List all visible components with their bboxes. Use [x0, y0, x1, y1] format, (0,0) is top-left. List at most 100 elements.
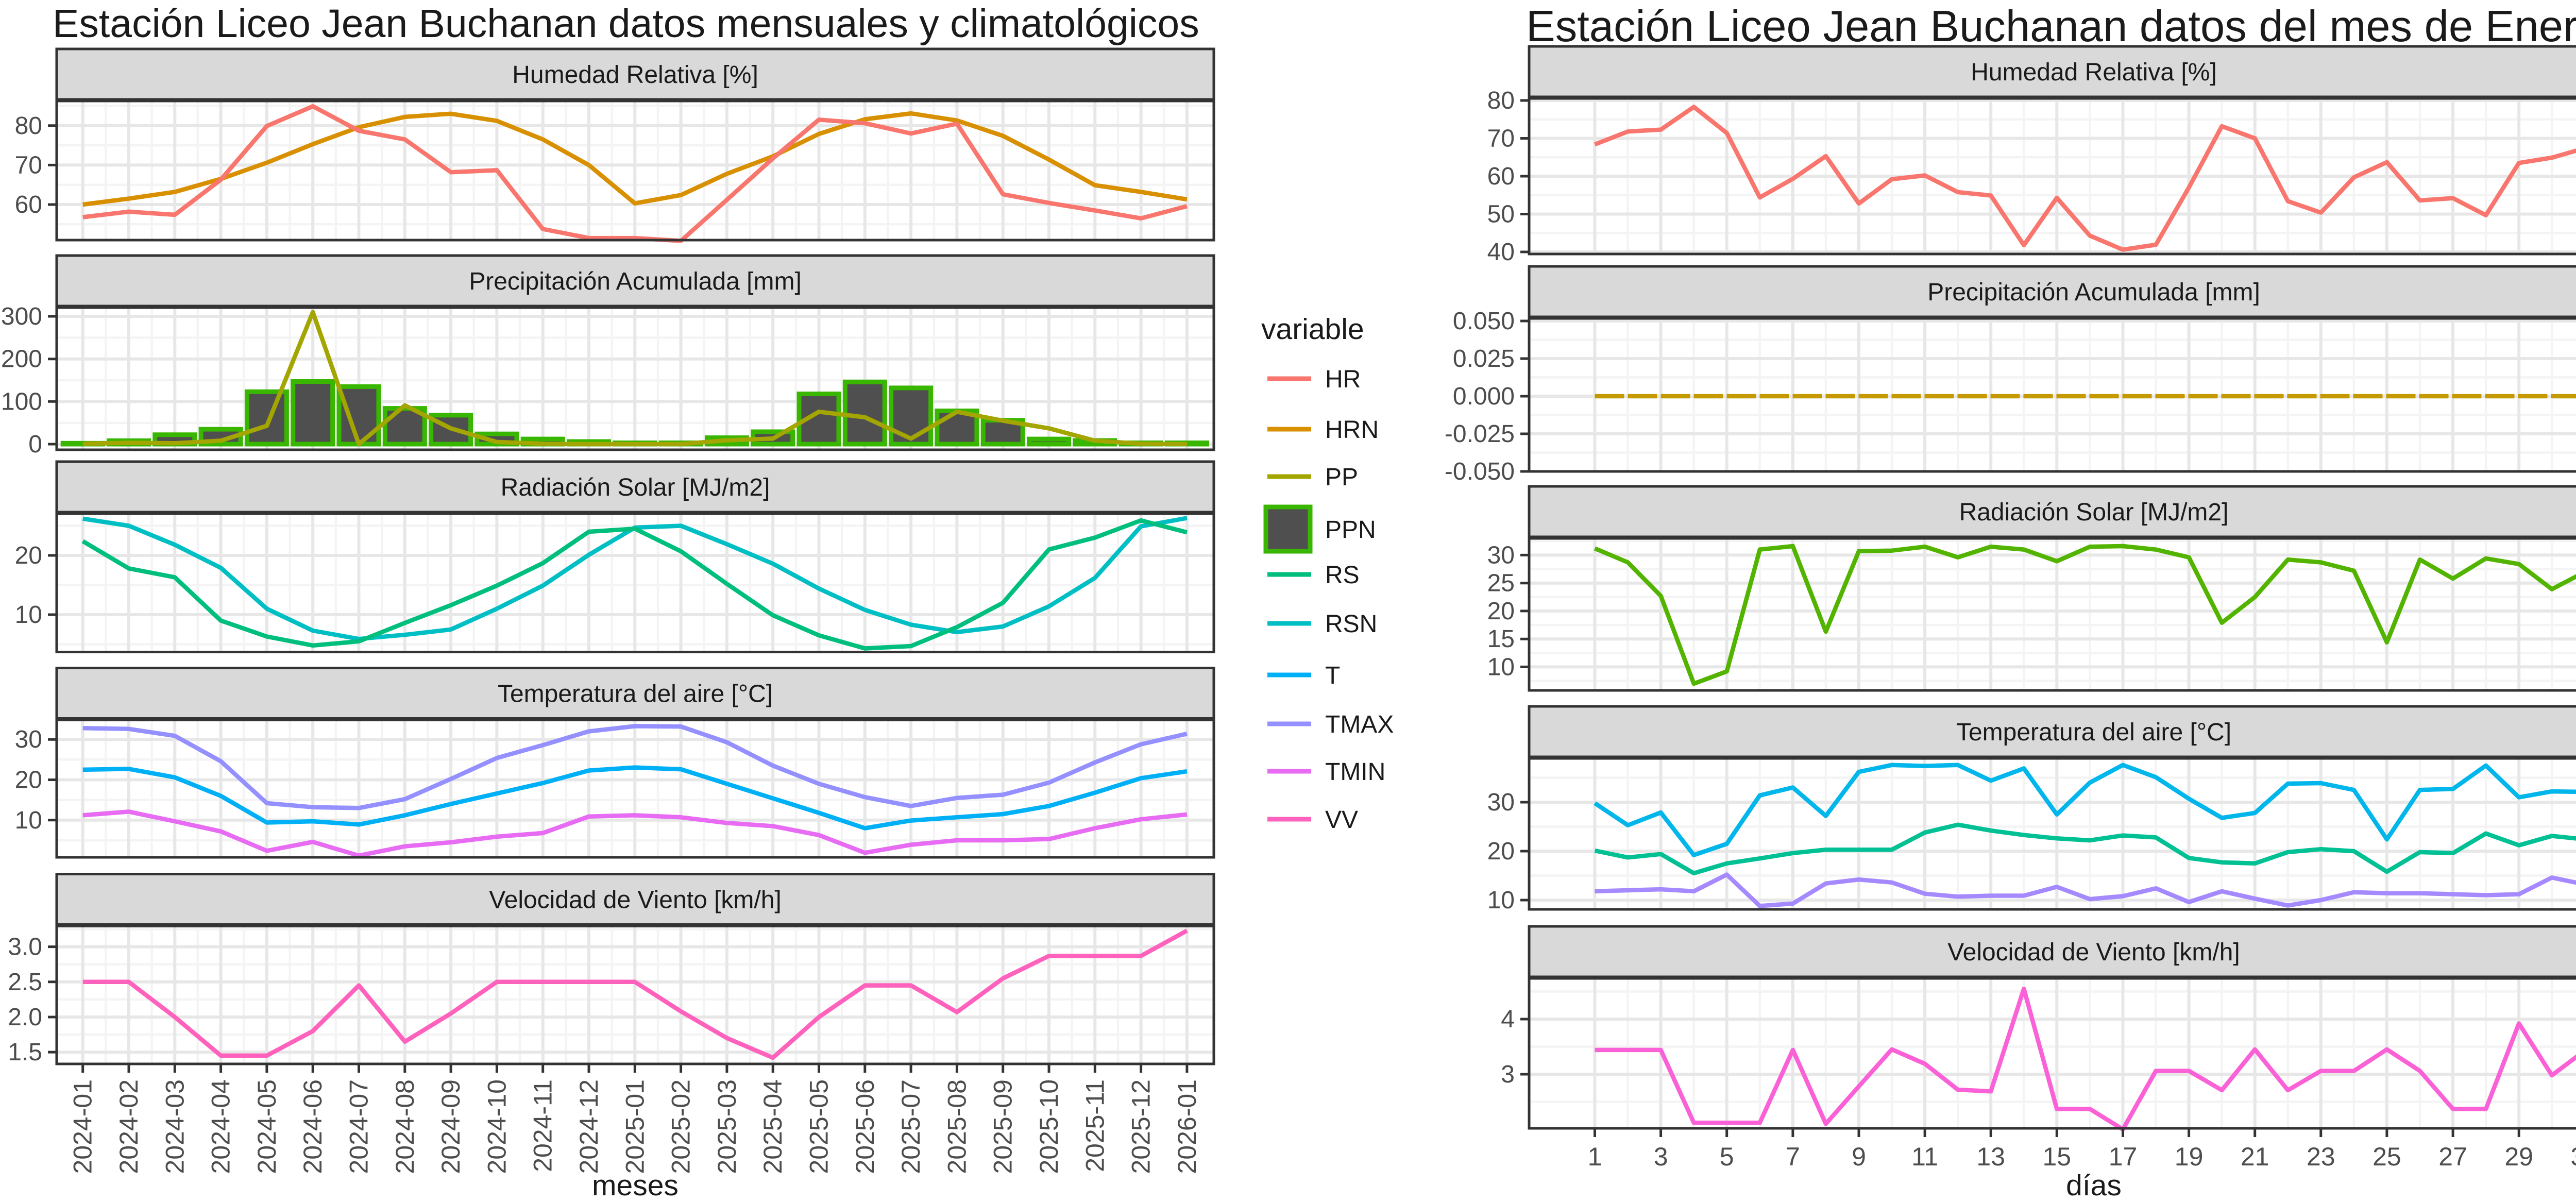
- svg-text:2024-01: 2024-01: [69, 1079, 97, 1174]
- svg-text:2024-04: 2024-04: [207, 1079, 235, 1174]
- svg-text:50: 50: [1487, 201, 1515, 228]
- svg-text:2024-06: 2024-06: [298, 1079, 327, 1174]
- svg-text:21: 21: [2241, 1142, 2269, 1171]
- svg-text:variable: variable: [1261, 313, 1364, 346]
- svg-text:0.000: 0.000: [1453, 383, 1515, 410]
- svg-text:11: 11: [1911, 1142, 1938, 1171]
- svg-text:30: 30: [1487, 789, 1515, 816]
- svg-text:Precipitación Acumulada [mm]: Precipitación Acumulada [mm]: [469, 268, 802, 295]
- svg-text:2025-05: 2025-05: [805, 1079, 834, 1174]
- svg-text:2025-03: 2025-03: [713, 1079, 741, 1174]
- svg-text:-0.050: -0.050: [1445, 458, 1515, 485]
- svg-text:Velocidad de Viento [km/h]: Velocidad de Viento [km/h]: [1947, 939, 2240, 966]
- svg-text:5: 5: [1720, 1142, 1734, 1171]
- svg-text:7: 7: [1786, 1142, 1800, 1171]
- svg-text:10: 10: [15, 601, 42, 629]
- svg-text:3.0: 3.0: [8, 934, 42, 961]
- svg-text:HR: HR: [1325, 366, 1361, 393]
- svg-text:Velocidad de Viento [km/h]: Velocidad de Viento [km/h]: [489, 887, 782, 914]
- svg-text:31: 31: [2570, 1142, 2576, 1171]
- svg-text:0.050: 0.050: [1453, 308, 1515, 335]
- svg-text:2024-08: 2024-08: [391, 1079, 419, 1174]
- svg-text:2024-10: 2024-10: [482, 1079, 511, 1174]
- svg-text:Temperatura del aire [°C]: Temperatura del aire [°C]: [498, 681, 773, 708]
- svg-text:20: 20: [15, 767, 42, 794]
- svg-text:15: 15: [2042, 1142, 2071, 1171]
- svg-text:20: 20: [1487, 838, 1515, 865]
- svg-text:27: 27: [2438, 1142, 2467, 1171]
- svg-text:HRN: HRN: [1325, 416, 1379, 444]
- svg-text:19: 19: [2175, 1142, 2204, 1171]
- svg-text:2024-02: 2024-02: [114, 1079, 143, 1174]
- svg-text:RS: RS: [1325, 562, 1360, 589]
- svg-text:2024-11: 2024-11: [529, 1079, 557, 1172]
- svg-text:T: T: [1325, 662, 1340, 689]
- svg-text:TMAX: TMAX: [1325, 711, 1394, 738]
- svg-text:0: 0: [28, 431, 42, 458]
- svg-text:25: 25: [1487, 570, 1515, 597]
- svg-text:20: 20: [15, 542, 42, 569]
- svg-text:Temperatura del aire [°C]: Temperatura del aire [°C]: [1956, 719, 2231, 746]
- svg-text:60: 60: [1487, 163, 1515, 190]
- svg-text:2025-01: 2025-01: [620, 1079, 649, 1174]
- svg-text:29: 29: [2504, 1142, 2533, 1171]
- svg-text:1.5: 1.5: [8, 1039, 42, 1066]
- svg-text:2025-04: 2025-04: [758, 1079, 787, 1174]
- svg-text:Radiación Solar [MJ/m2]: Radiación Solar [MJ/m2]: [501, 474, 770, 501]
- svg-text:0.025: 0.025: [1453, 345, 1515, 373]
- svg-text:Estación Liceo Jean Buchanan d: Estación Liceo Jean Buchanan datos del m…: [1526, 2, 2576, 51]
- svg-text:60: 60: [15, 191, 42, 218]
- svg-text:2025-06: 2025-06: [851, 1079, 879, 1174]
- svg-text:200: 200: [1, 346, 42, 373]
- svg-text:80: 80: [15, 112, 42, 140]
- svg-text:70: 70: [1487, 125, 1515, 153]
- svg-text:2024-12: 2024-12: [574, 1079, 603, 1174]
- svg-text:80: 80: [1487, 87, 1515, 114]
- svg-text:2025-10: 2025-10: [1035, 1079, 1063, 1174]
- svg-text:Estación Liceo Jean Buchanan d: Estación Liceo Jean Buchanan datos mensu…: [53, 2, 1199, 46]
- svg-text:10: 10: [1487, 887, 1515, 914]
- svg-text:3: 3: [1654, 1142, 1668, 1171]
- svg-text:Radiación Solar [MJ/m2]: Radiación Solar [MJ/m2]: [1959, 499, 2229, 526]
- svg-text:VV: VV: [1325, 806, 1358, 834]
- svg-text:17: 17: [2109, 1142, 2138, 1171]
- svg-text:13: 13: [1976, 1142, 2005, 1171]
- svg-text:días: días: [2066, 1169, 2122, 1199]
- svg-text:1: 1: [1588, 1142, 1602, 1171]
- svg-text:Humedad Relativa [%]: Humedad Relativa [%]: [1971, 59, 2217, 86]
- svg-text:Humedad Relativa [%]: Humedad Relativa [%]: [512, 61, 758, 89]
- svg-text:PP: PP: [1325, 464, 1358, 491]
- svg-text:2025-11: 2025-11: [1080, 1079, 1109, 1172]
- svg-text:2025-02: 2025-02: [667, 1079, 696, 1174]
- svg-text:2.5: 2.5: [8, 969, 42, 996]
- svg-text:23: 23: [2307, 1142, 2335, 1171]
- svg-text:2024-05: 2024-05: [252, 1079, 281, 1174]
- svg-text:2025-12: 2025-12: [1127, 1079, 1156, 1174]
- svg-text:meses: meses: [592, 1169, 679, 1199]
- svg-text:2024-09: 2024-09: [436, 1079, 465, 1174]
- svg-text:4: 4: [1501, 1006, 1515, 1033]
- svg-text:2025-08: 2025-08: [942, 1079, 971, 1174]
- svg-text:70: 70: [15, 151, 42, 179]
- svg-text:-0.025: -0.025: [1445, 420, 1515, 448]
- svg-text:20: 20: [1487, 598, 1515, 625]
- svg-text:10: 10: [1487, 653, 1515, 681]
- svg-text:2024-07: 2024-07: [345, 1079, 374, 1174]
- svg-text:30: 30: [15, 726, 42, 753]
- svg-text:Precipitación Acumulada [mm]: Precipitación Acumulada [mm]: [1927, 279, 2260, 306]
- svg-text:PPN: PPN: [1325, 516, 1376, 544]
- svg-text:2026-01: 2026-01: [1173, 1079, 1201, 1174]
- svg-text:2.0: 2.0: [8, 1004, 42, 1031]
- svg-text:25: 25: [2372, 1142, 2401, 1171]
- svg-text:3: 3: [1501, 1061, 1515, 1088]
- svg-text:30: 30: [1487, 541, 1515, 569]
- svg-text:300: 300: [1, 303, 42, 330]
- svg-text:40: 40: [1487, 239, 1515, 266]
- svg-text:2024-03: 2024-03: [160, 1079, 189, 1174]
- svg-text:2025-07: 2025-07: [896, 1079, 925, 1174]
- svg-text:2025-09: 2025-09: [989, 1079, 1018, 1174]
- svg-text:10: 10: [15, 807, 42, 834]
- svg-text:100: 100: [1, 388, 42, 415]
- svg-text:TMIN: TMIN: [1325, 758, 1385, 786]
- svg-text:15: 15: [1487, 625, 1515, 653]
